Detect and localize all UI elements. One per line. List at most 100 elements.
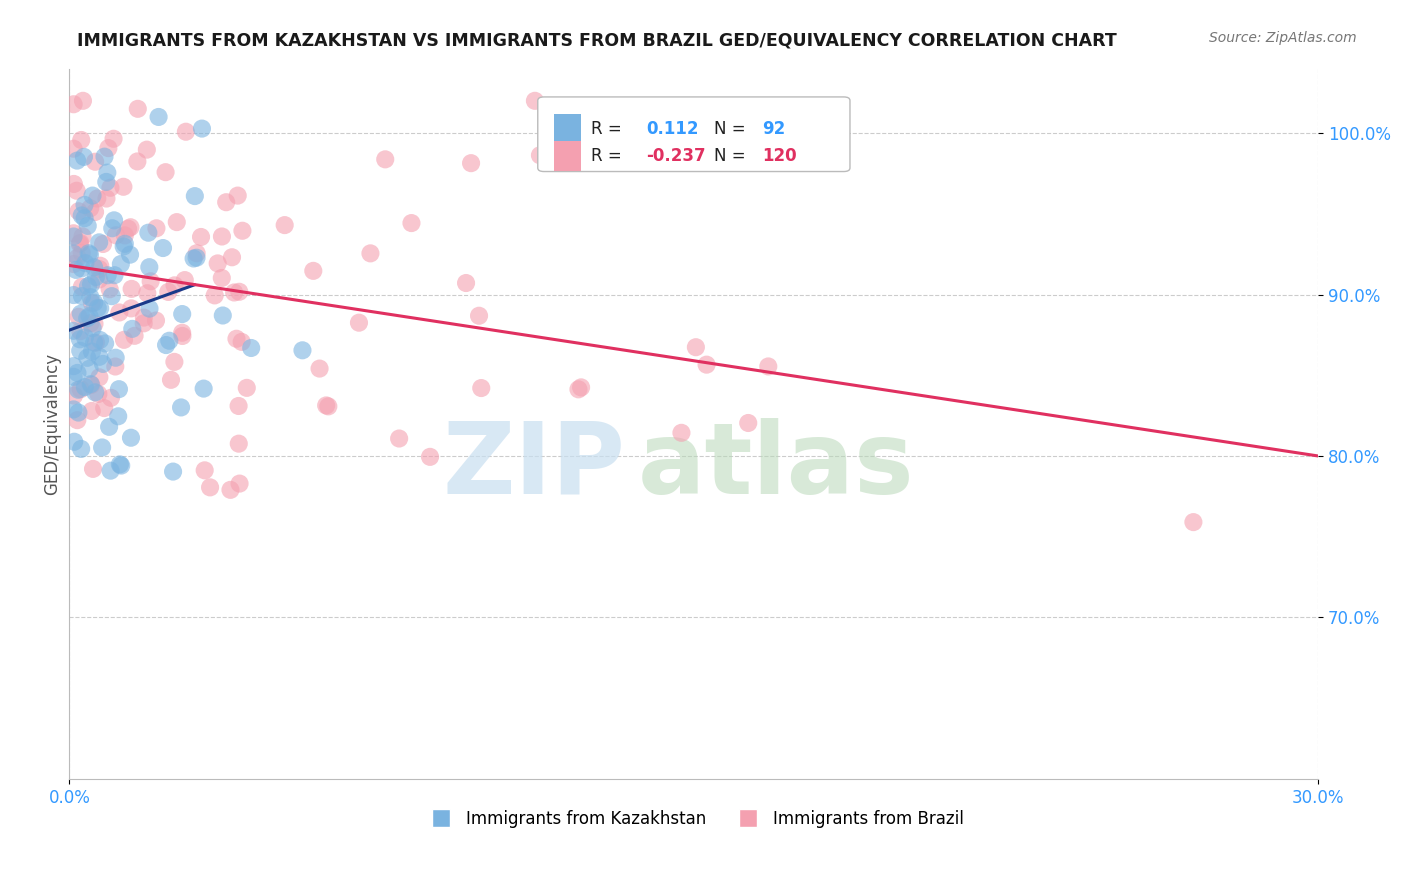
- Point: [80, 378, 103, 392]
- Point: [66, 251, 89, 265]
- Point: [127, 154, 149, 169]
- Point: [79, 309, 101, 323]
- Point: [529, 148, 551, 162]
- Point: [219, 483, 242, 497]
- Point: [84, 205, 107, 219]
- Bar: [554, 114, 582, 144]
- Point: [121, 282, 143, 296]
- Point: [228, 476, 250, 491]
- Point: [318, 400, 340, 414]
- Point: [73, 211, 96, 226]
- Point: [685, 340, 707, 354]
- Point: [163, 278, 186, 293]
- Point: [204, 288, 226, 302]
- Point: [69, 324, 91, 338]
- Point: [89, 301, 111, 316]
- Point: [91, 441, 114, 455]
- Point: [69, 343, 91, 358]
- Point: [114, 236, 136, 251]
- Point: [79, 247, 101, 261]
- Point: [166, 215, 188, 229]
- Point: [70, 280, 93, 294]
- Point: [231, 224, 253, 238]
- Point: [145, 221, 167, 235]
- Point: [84, 385, 107, 400]
- Point: [80, 344, 103, 359]
- Point: [101, 221, 124, 235]
- Point: [103, 213, 125, 227]
- Point: [79, 290, 101, 304]
- Point: [80, 404, 103, 418]
- Point: [66, 366, 89, 380]
- Point: [96, 192, 118, 206]
- Text: N =: N =: [714, 120, 745, 138]
- Point: [87, 387, 110, 401]
- Point: [89, 262, 111, 277]
- Point: [112, 239, 135, 253]
- Point: [84, 335, 107, 350]
- Point: [186, 251, 208, 265]
- Point: [62, 288, 84, 302]
- Point: [80, 296, 103, 310]
- Point: [62, 229, 84, 244]
- Point: [62, 227, 84, 241]
- Point: [93, 150, 115, 164]
- Point: [228, 436, 250, 450]
- Point: [191, 121, 214, 136]
- Point: [138, 301, 160, 316]
- Point: [756, 359, 779, 374]
- Point: [63, 434, 86, 449]
- Point: [83, 295, 105, 310]
- Point: [172, 329, 194, 343]
- Point: [163, 355, 186, 369]
- Point: [103, 268, 125, 282]
- Point: [70, 246, 93, 260]
- Point: [69, 382, 91, 396]
- Point: [91, 237, 114, 252]
- Point: [120, 431, 142, 445]
- Point: [186, 246, 208, 260]
- Legend: Immigrants from Kazakhstan, Immigrants from Brazil: Immigrants from Kazakhstan, Immigrants f…: [418, 803, 970, 835]
- Point: [72, 94, 94, 108]
- Point: [114, 228, 136, 243]
- Point: [100, 391, 122, 405]
- Point: [66, 153, 89, 168]
- Point: [89, 350, 111, 364]
- Point: [273, 218, 295, 232]
- Point: [184, 189, 207, 203]
- Bar: [554, 141, 582, 170]
- Point: [93, 401, 115, 416]
- Point: [104, 359, 127, 374]
- Point: [83, 260, 105, 275]
- Point: [108, 458, 131, 472]
- Text: Source: ZipAtlas.com: Source: ZipAtlas.com: [1209, 31, 1357, 45]
- Point: [112, 179, 135, 194]
- Point: [118, 248, 141, 262]
- Point: [73, 150, 96, 164]
- Point: [103, 132, 125, 146]
- FancyBboxPatch shape: [537, 97, 851, 171]
- Point: [96, 166, 118, 180]
- Point: [84, 154, 107, 169]
- Point: [121, 322, 143, 336]
- Point: [67, 204, 90, 219]
- Point: [89, 333, 111, 347]
- Point: [69, 332, 91, 346]
- Point: [84, 270, 107, 285]
- Point: [70, 289, 93, 303]
- Point: [100, 289, 122, 303]
- Point: [135, 143, 157, 157]
- Point: [359, 246, 381, 260]
- Point: [76, 351, 98, 365]
- Point: [170, 401, 193, 415]
- Point: [67, 383, 90, 397]
- Point: [315, 399, 337, 413]
- Point: [62, 97, 84, 112]
- Point: [100, 464, 122, 478]
- Point: [174, 125, 197, 139]
- Point: [66, 184, 89, 198]
- Point: [80, 277, 103, 292]
- Point: [460, 156, 482, 170]
- Point: [77, 279, 100, 293]
- Text: ZIP: ZIP: [443, 417, 626, 515]
